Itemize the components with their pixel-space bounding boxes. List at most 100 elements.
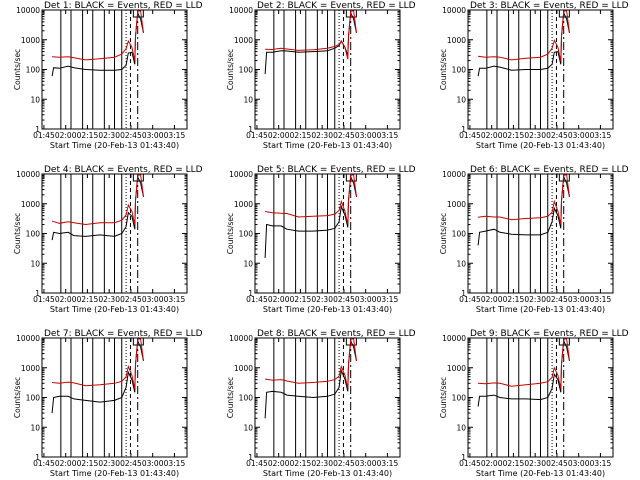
lld-series-line <box>265 338 357 389</box>
events-series-line <box>264 175 357 259</box>
x-axis-label: Start Time (20-Feb-13 01:43:40) <box>476 141 605 150</box>
y-tick-label: 10 <box>243 259 253 268</box>
y-tick-label: 1000 <box>447 36 466 45</box>
x-tick-label: 02:30 <box>311 131 333 140</box>
x-tick-label: 01:45 <box>33 295 55 304</box>
y-axis-label: Counts/sec <box>439 213 448 254</box>
x-tick-label: 02:15 <box>503 295 525 304</box>
panel-det-1: Det 1: BLACK = Events, RED = LLD 1 10 100 10… <box>13 1 203 150</box>
y-axis-label: Counts/sec <box>226 213 235 254</box>
panel-det-9: Det 9: BLACK = Events, RED = LLD 1 10 100 10… <box>439 329 629 478</box>
y-tick-label: 10000 <box>16 170 40 179</box>
y-tick-label: 1000 <box>21 364 40 373</box>
y-axis-label: Counts/sec <box>13 377 22 418</box>
x-tick-label: 03:15 <box>377 459 399 468</box>
y-tick-label: 10 <box>30 423 40 432</box>
y-tick-label: 10 <box>30 259 40 268</box>
x-tick-label: 03:15 <box>590 295 612 304</box>
panel-det-2: Det 2: BLACK = Events, RED = LLD 1 10 100 10… <box>226 1 416 150</box>
panel-title: Det 3: BLACK = Events, RED = LLD <box>470 1 629 11</box>
x-tick-label: 02:00 <box>268 131 290 140</box>
x-tick-label: 03:00 <box>568 295 590 304</box>
lld-series-line <box>478 10 570 62</box>
x-tick-label: 03:15 <box>164 295 186 304</box>
y-tick-label: 10 <box>243 95 253 104</box>
y-tick-label: 1 <box>461 125 466 134</box>
lld-series-line <box>51 174 144 226</box>
y-tick-label: 10000 <box>442 334 466 343</box>
x-tick-label: 02:15 <box>290 295 312 304</box>
panel-title: Det 4: BLACK = Events, RED = LLD <box>44 165 203 175</box>
x-tick-label: 03:00 <box>355 459 377 468</box>
x-tick-label: 03:15 <box>377 131 399 140</box>
x-tick-label: 02:15 <box>77 295 99 304</box>
x-tick-label: 02:00 <box>55 295 77 304</box>
y-tick-label: 100 <box>239 230 254 239</box>
x-axis-label: Start Time (20-Feb-13 01:43:40) <box>263 141 392 150</box>
y-tick-label: 1000 <box>447 364 466 373</box>
y-tick-label: 1000 <box>21 200 40 209</box>
x-tick-label: 02:00 <box>55 459 77 468</box>
lld-series-line <box>478 338 570 389</box>
x-tick-label: 02:00 <box>481 131 503 140</box>
x-tick-label: 02:15 <box>290 131 312 140</box>
x-tick-label: 02:45 <box>546 459 568 468</box>
y-tick-label: 1 <box>35 125 40 134</box>
y-tick-label: 1 <box>248 453 253 462</box>
x-axis-label: Start Time (20-Feb-13 01:43:40) <box>476 305 605 314</box>
y-tick-label: 100 <box>26 394 41 403</box>
lld-series-line <box>265 10 357 60</box>
y-axis-label: Counts/sec <box>439 377 448 418</box>
x-tick-label: 02:30 <box>98 459 120 468</box>
x-tick-label: 02:00 <box>55 131 77 140</box>
panel-det-7: Det 7: BLACK = Events, RED = LLD 1 10 100 10… <box>13 329 203 478</box>
y-tick-label: 100 <box>239 66 254 75</box>
y-tick-label: 10000 <box>16 6 40 15</box>
y-tick-label: 10 <box>456 95 466 104</box>
y-axis-label: Counts/sec <box>226 377 235 418</box>
panel-title: Det 6: BLACK = Events, RED = LLD <box>470 165 629 175</box>
x-tick-label: 02:00 <box>481 295 503 304</box>
lld-series-line <box>52 338 144 389</box>
x-tick-label: 03:00 <box>142 295 164 304</box>
x-tick-label: 03:00 <box>355 295 377 304</box>
y-tick-label: 10 <box>456 423 466 432</box>
x-tick-label: 01:45 <box>33 131 55 140</box>
x-tick-label: 02:00 <box>268 459 290 468</box>
x-axis-label: Start Time (20-Feb-13 01:43:40) <box>476 469 605 478</box>
x-tick-label: 02:15 <box>77 459 99 468</box>
y-axis-label: Counts/sec <box>13 49 22 90</box>
y-tick-label: 10000 <box>229 6 253 15</box>
y-tick-label: 100 <box>452 230 467 239</box>
y-tick-label: 1 <box>35 289 40 298</box>
panel-det-3: Det 3: BLACK = Events, RED = LLD 1 10 100 10… <box>439 1 629 150</box>
x-tick-label: 02:45 <box>120 131 142 140</box>
x-tick-label: 02:30 <box>98 131 120 140</box>
x-tick-label: 02:30 <box>98 295 120 304</box>
panel-det-4: Det 4: BLACK = Events, RED = LLD 1 10 100 10… <box>13 165 203 314</box>
lld-series-line <box>265 174 357 225</box>
y-tick-label: 10000 <box>442 170 466 179</box>
y-tick-label: 1000 <box>21 36 40 45</box>
panel-title: Det 7: BLACK = Events, RED = LLD <box>44 329 203 339</box>
events-series-line <box>51 339 144 414</box>
x-tick-label: 02:15 <box>77 131 99 140</box>
y-tick-label: 1 <box>248 289 253 298</box>
x-tick-label: 01:45 <box>459 131 481 140</box>
y-tick-label: 10 <box>30 95 40 104</box>
x-tick-label: 02:30 <box>311 459 333 468</box>
x-axis-label: Start Time (20-Feb-13 01:43:40) <box>50 305 179 314</box>
x-tick-label: 02:45 <box>120 459 142 468</box>
y-tick-label: 100 <box>26 230 41 239</box>
x-tick-label: 02:30 <box>524 131 546 140</box>
x-tick-label: 02:30 <box>524 295 546 304</box>
y-tick-label: 1 <box>461 289 466 298</box>
y-tick-label: 100 <box>26 66 41 75</box>
panel-title: Det 9: BLACK = Events, RED = LLD <box>470 329 629 339</box>
y-tick-label: 1 <box>461 453 466 462</box>
x-tick-label: 02:15 <box>503 459 525 468</box>
x-axis-label: Start Time (20-Feb-13 01:43:40) <box>50 469 179 478</box>
x-tick-label: 02:45 <box>333 459 355 468</box>
y-axis-label: Counts/sec <box>226 49 235 90</box>
